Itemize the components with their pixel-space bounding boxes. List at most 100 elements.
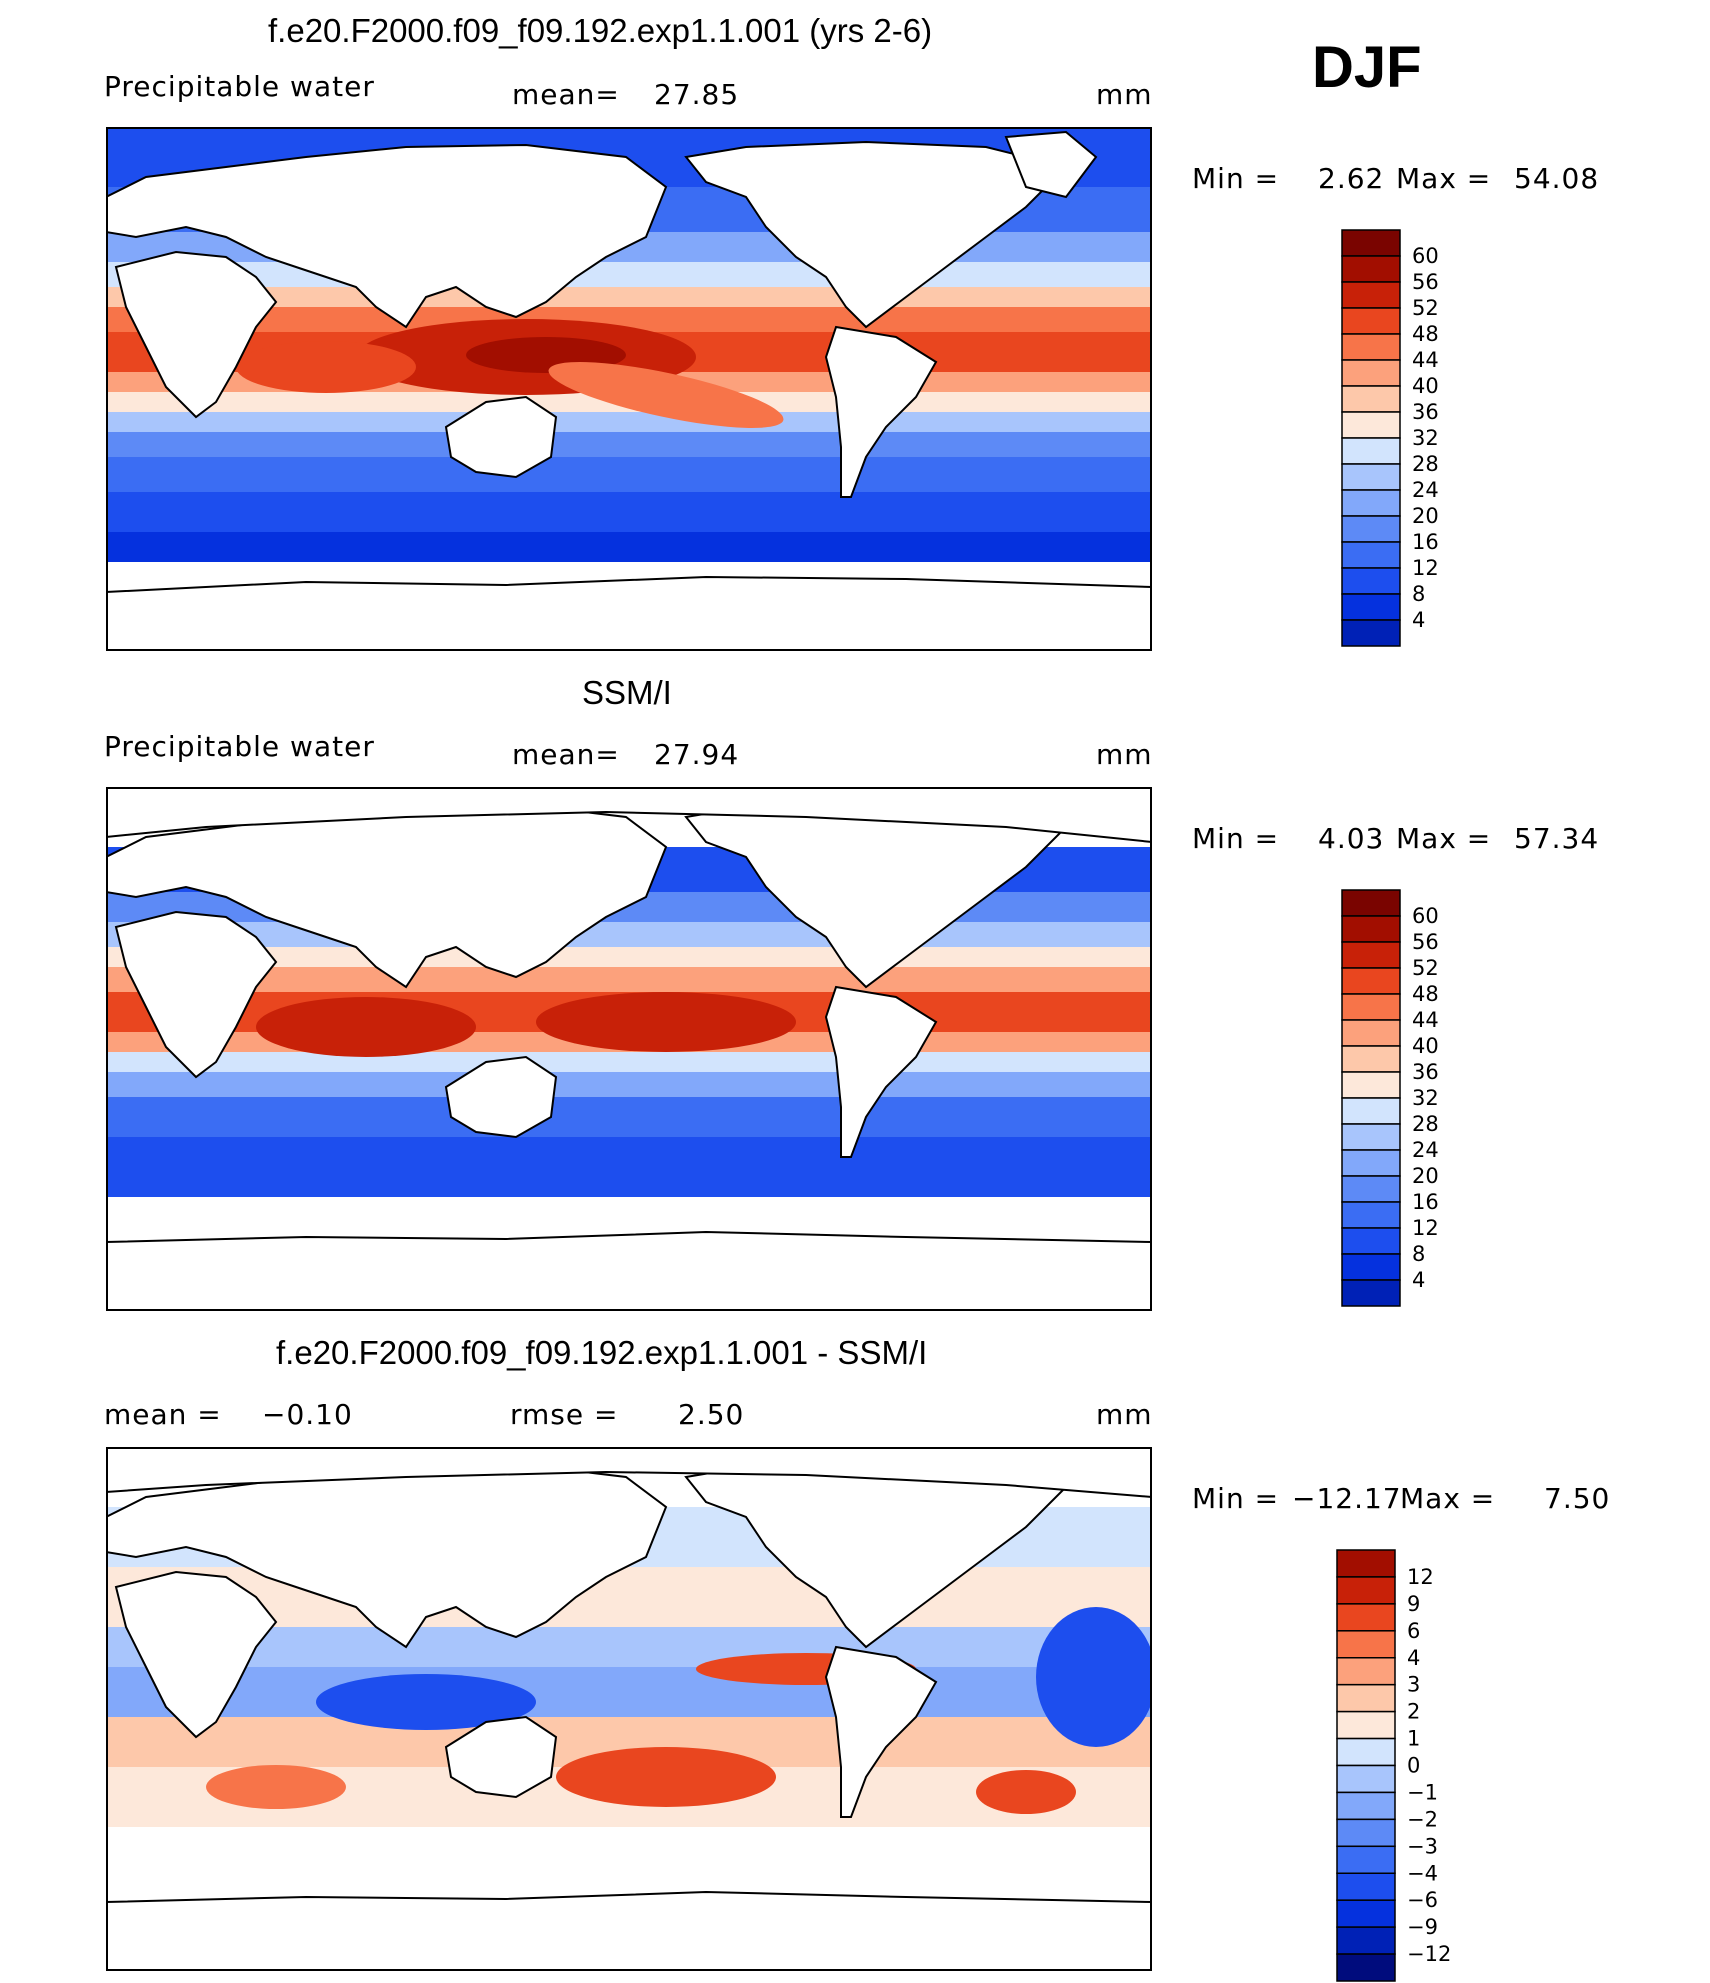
p2-indian [256,997,476,1057]
p2-australia [444,1055,558,1139]
p1-antarctica [106,575,1152,651]
colorbar-swatch [1341,1097,1401,1125]
colorbar-swatch [1341,255,1401,283]
colorbar-swatch [1341,489,1401,517]
colorbar-tick-label: 36 [1412,400,1439,424]
colorbar-tick-label: 1 [1407,1727,1420,1751]
colorbar-swatch [1341,541,1401,569]
colorbar-swatch [1341,567,1401,595]
colorbar-tick-label: −6 [1407,1888,1438,1912]
colorbar-swatch [1336,1630,1396,1659]
p2-map-frame [106,787,1152,1311]
colorbar-tick-label: −9 [1407,1915,1438,1939]
colorbar-swatch [1341,515,1401,543]
colorbar-swatch [1336,1657,1396,1686]
p3-antarctica [106,1890,1152,1971]
colorbar-tick-label: 0 [1407,1754,1420,1778]
p1-eurasia [106,143,668,329]
p2-band-n30 [106,922,1152,947]
colorbar-tick-label: 9 [1407,1592,1420,1616]
colorbar-tick-label: −3 [1407,1834,1438,1858]
colorbar-tick-label: −2 [1407,1807,1438,1831]
colorbar-swatch [1336,1549,1396,1578]
colorbar-tick-label: 56 [1412,930,1439,954]
p3-africa [114,1570,278,1739]
p1-africa [114,250,278,419]
colorbar-tick-label: 2 [1407,1700,1420,1724]
colorbar-tick-label: 44 [1412,1008,1439,1032]
colorbar-swatch [1341,967,1401,995]
panel3-min-label: Min = [1192,1482,1280,1515]
colorbar-tick-label: 52 [1412,296,1439,320]
panel1-units: mm [1096,78,1153,111]
panel2-map [106,787,1152,1311]
panel3-rmse-label: rmse = [510,1398,619,1431]
panel1-min-value: 2.62 [1318,162,1385,195]
colorbar-swatch [1341,307,1401,335]
colorbar-tick-label: 56 [1412,270,1439,294]
colorbar-swatch [1341,463,1401,491]
p2-band-s20 [106,1052,1152,1072]
p1-n-america [684,140,1068,329]
p3-pos-anom-ind-s [206,1765,346,1809]
colorbar-swatch [1341,359,1401,387]
p2-warm-pool [536,992,796,1052]
p2-band-s30 [106,1072,1152,1097]
panel3-title: f.e20.F2000.f09_f09.192.exp1.1.001 - SSM… [276,1334,928,1371]
colorbar-swatch [1341,1227,1401,1255]
colorbar-swatch [1341,619,1401,647]
colorbar-swatch [1341,385,1401,413]
p1-band-s35 [106,432,1152,457]
colorbar-swatch [1341,941,1401,969]
panel1-title: f.e20.F2000.f09_f09.192.exp1.1.001 (yrs … [268,12,933,49]
p1-band-s45 [106,457,1152,492]
panel3-rmse-value: 2.50 [678,1398,745,1431]
p2-arctic [106,787,1152,844]
panel2-mean-label: mean= [512,738,620,771]
colorbar-tick-label: 48 [1412,322,1439,346]
colorbar-tick-label: 12 [1412,1216,1439,1240]
colorbar-swatch [1336,1926,1396,1955]
panel1-mean-value: 27.85 [654,78,740,111]
colorbar-tick-label: 4 [1407,1646,1420,1670]
colorbar-swatch [1336,1764,1396,1794]
colorbar-tick-label: 48 [1412,982,1439,1006]
colorbar-tick-label: 36 [1412,1060,1439,1084]
p2-band-n10 [106,967,1152,992]
colorbar-tick-label: 24 [1412,1138,1439,1162]
panel2-max-label: Max = [1396,822,1492,855]
panel1-map [106,127,1152,651]
colorbar-swatch [1336,1710,1396,1740]
colorbar-swatch [1336,1818,1396,1848]
p3-neg-anom-atl [1036,1607,1152,1747]
p1-greenland [1004,130,1098,199]
panel3-mean-value: −0.10 [262,1398,353,1431]
panel2-variable: Precipitable water [104,730,375,763]
panel2-units: mm [1096,738,1153,771]
colorbar-swatch [1341,229,1401,257]
panel1-variable: Precipitable water [104,70,375,103]
p1-band-s30 [106,412,1152,432]
colorbar-swatch [1341,993,1401,1021]
panel3-max-value: 7.50 [1544,1482,1611,1515]
colorbar-tick-label: 4 [1412,1268,1425,1292]
colorbar-swatch [1341,1071,1401,1099]
colorbar-swatch [1341,1201,1401,1229]
p3-australia [444,1715,558,1799]
colorbar-swatch [1336,1737,1396,1767]
colorbar-tick-label: 40 [1412,374,1439,398]
colorbar-swatch [1341,281,1401,309]
colorbar-tick-label: 32 [1412,426,1439,450]
colorbar-swatch [1341,437,1401,465]
p2-s-america [824,985,938,1158]
p1-band-s55 [106,492,1152,532]
colorbar-tick-label: 20 [1412,1164,1439,1188]
p2-antarctica [106,1230,1152,1311]
colorbar-tick-label: 12 [1412,556,1439,580]
colorbar-swatch [1341,889,1401,917]
colorbar-swatch [1341,915,1401,943]
colorbar-tick-label: 4 [1412,608,1425,632]
colorbar-tick-label: 8 [1412,1242,1425,1266]
